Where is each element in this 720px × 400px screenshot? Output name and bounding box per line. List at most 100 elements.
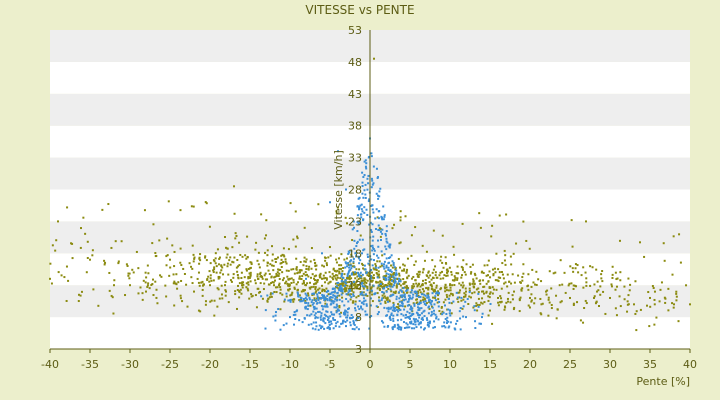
data-point — [370, 230, 373, 233]
data-point — [411, 312, 414, 315]
data-point — [329, 320, 332, 323]
data-point — [355, 245, 358, 248]
data-point — [173, 280, 176, 283]
data-point — [347, 252, 350, 255]
data-point — [302, 290, 305, 293]
data-point — [311, 273, 314, 276]
data-point — [373, 268, 376, 271]
data-point — [362, 297, 365, 300]
data-point — [456, 319, 459, 322]
data-point — [363, 189, 366, 192]
data-point — [154, 252, 157, 255]
data-point — [444, 283, 447, 286]
data-point — [345, 287, 348, 290]
data-point — [403, 296, 406, 299]
data-point — [415, 295, 418, 298]
data-point — [491, 292, 494, 295]
data-point — [354, 277, 357, 280]
data-point — [376, 313, 379, 316]
data-point — [387, 266, 390, 269]
data-point — [214, 257, 217, 260]
data-point — [374, 266, 377, 269]
data-point — [456, 296, 459, 299]
data-point — [358, 299, 361, 302]
data-point — [534, 283, 537, 286]
data-point — [282, 277, 285, 280]
data-point — [472, 280, 475, 283]
data-point — [108, 289, 111, 292]
data-point — [237, 277, 240, 280]
data-point — [326, 305, 329, 308]
data-point — [419, 285, 422, 288]
data-point — [259, 272, 262, 275]
data-point — [351, 288, 354, 291]
data-point — [185, 283, 188, 286]
data-point — [355, 255, 358, 258]
data-point — [595, 290, 598, 293]
data-point — [389, 282, 392, 285]
data-point — [305, 298, 308, 301]
data-point — [363, 264, 366, 267]
data-point — [356, 316, 359, 319]
data-point — [352, 220, 355, 223]
data-point — [341, 292, 344, 295]
data-point — [238, 282, 241, 285]
data-point — [345, 310, 348, 313]
data-point — [430, 300, 433, 303]
data-point — [172, 282, 175, 285]
data-point — [226, 253, 229, 256]
data-point — [313, 277, 316, 280]
data-point — [321, 290, 324, 293]
data-point — [212, 271, 215, 274]
data-point — [593, 296, 595, 299]
data-point — [294, 245, 297, 248]
data-point — [468, 295, 471, 298]
data-point — [387, 278, 390, 281]
data-point — [423, 302, 426, 305]
data-point — [372, 277, 375, 280]
data-point — [427, 325, 430, 328]
data-point — [349, 268, 352, 271]
data-point — [410, 320, 413, 323]
data-point — [392, 293, 395, 296]
data-point — [359, 287, 362, 290]
data-point — [272, 269, 275, 272]
data-point — [165, 255, 168, 258]
data-point — [332, 318, 335, 321]
data-point — [335, 311, 338, 314]
data-point — [383, 214, 386, 217]
data-point — [282, 254, 285, 257]
data-point — [267, 269, 270, 272]
data-point — [417, 306, 420, 309]
data-point — [385, 297, 388, 300]
data-point — [377, 194, 380, 197]
data-point — [431, 276, 434, 279]
data-point — [397, 306, 400, 309]
data-point — [381, 294, 384, 297]
data-point — [478, 322, 481, 325]
data-point — [286, 282, 289, 285]
data-point — [257, 263, 260, 266]
data-point — [488, 286, 491, 289]
data-point — [349, 293, 352, 296]
data-point — [362, 219, 365, 222]
data-point — [471, 282, 474, 285]
data-point — [310, 286, 313, 289]
data-point — [599, 293, 602, 296]
data-point — [55, 239, 58, 242]
data-point — [324, 297, 327, 300]
data-point — [600, 277, 603, 280]
data-point — [146, 264, 149, 267]
data-point — [334, 277, 337, 280]
data-point — [127, 272, 130, 275]
data-point — [256, 275, 259, 278]
data-point — [366, 285, 369, 288]
data-point — [234, 290, 237, 293]
data-point — [497, 304, 500, 307]
data-point — [454, 328, 457, 331]
data-point — [301, 275, 304, 278]
data-point — [370, 289, 373, 292]
data-point — [417, 303, 419, 306]
data-point — [300, 300, 303, 303]
data-point — [318, 287, 321, 290]
